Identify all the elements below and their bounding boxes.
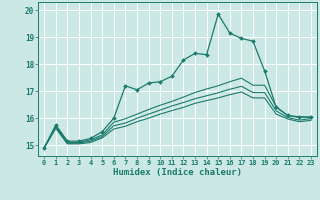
X-axis label: Humidex (Indice chaleur): Humidex (Indice chaleur)	[113, 168, 242, 177]
